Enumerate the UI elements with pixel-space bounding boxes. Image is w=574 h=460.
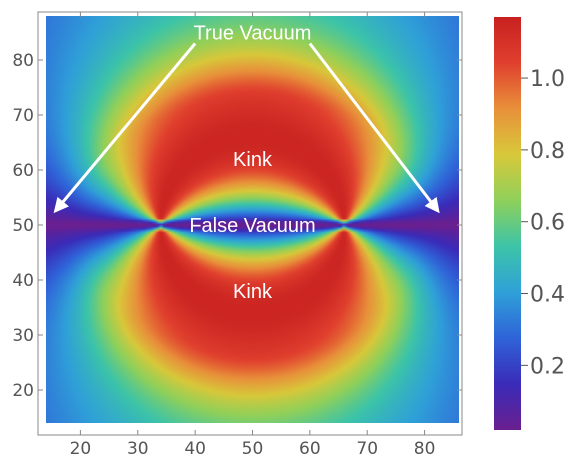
x-tick-label: 50 xyxy=(242,439,264,459)
colorbar-tick-label: 0.2 xyxy=(530,354,565,379)
x-tick-label: 80 xyxy=(414,439,436,459)
y-tick-label: 40 xyxy=(12,271,34,291)
y-tick-label: 30 xyxy=(12,326,34,346)
colorbar xyxy=(494,17,521,430)
colorbar-tick-label: 0.6 xyxy=(530,211,565,236)
annotations: True Vacuum Kink False Vacuum Kink xyxy=(189,23,315,304)
x-axis-ticks: 20 30 40 50 60 70 80 xyxy=(70,12,436,459)
y-tick-label: 20 xyxy=(12,381,34,401)
annotation-arrows xyxy=(53,42,440,214)
x-tick-label: 30 xyxy=(127,439,149,459)
heatmap-image xyxy=(46,16,459,423)
x-tick-label: 70 xyxy=(356,439,378,459)
x-tick-label: 20 xyxy=(70,439,92,459)
annotation-label: Kink xyxy=(233,149,273,171)
x-tick-label: 60 xyxy=(299,439,321,459)
colorbar-tick-label: 0.4 xyxy=(530,283,565,308)
y-tick-label: 70 xyxy=(12,106,34,126)
y-axis-ticks: 20 30 40 50 60 70 80 xyxy=(12,51,462,401)
y-tick-label: 80 xyxy=(12,51,34,71)
y-tick-label: 50 xyxy=(12,216,34,236)
annotation-label: Kink xyxy=(233,281,273,303)
annotation-arrow xyxy=(308,42,440,214)
annotation-label: False Vacuum xyxy=(189,215,315,237)
y-tick-label: 60 xyxy=(12,161,34,181)
annotation-arrow xyxy=(53,42,197,214)
colorbar-tick-label: 1.0 xyxy=(530,67,565,92)
annotation-label: True Vacuum xyxy=(194,23,312,45)
x-tick-label: 40 xyxy=(184,439,206,459)
colorbar-ticks: 0.2 0.4 0.6 0.8 1.0 xyxy=(521,67,565,379)
colorbar-tick-label: 0.8 xyxy=(530,139,565,164)
